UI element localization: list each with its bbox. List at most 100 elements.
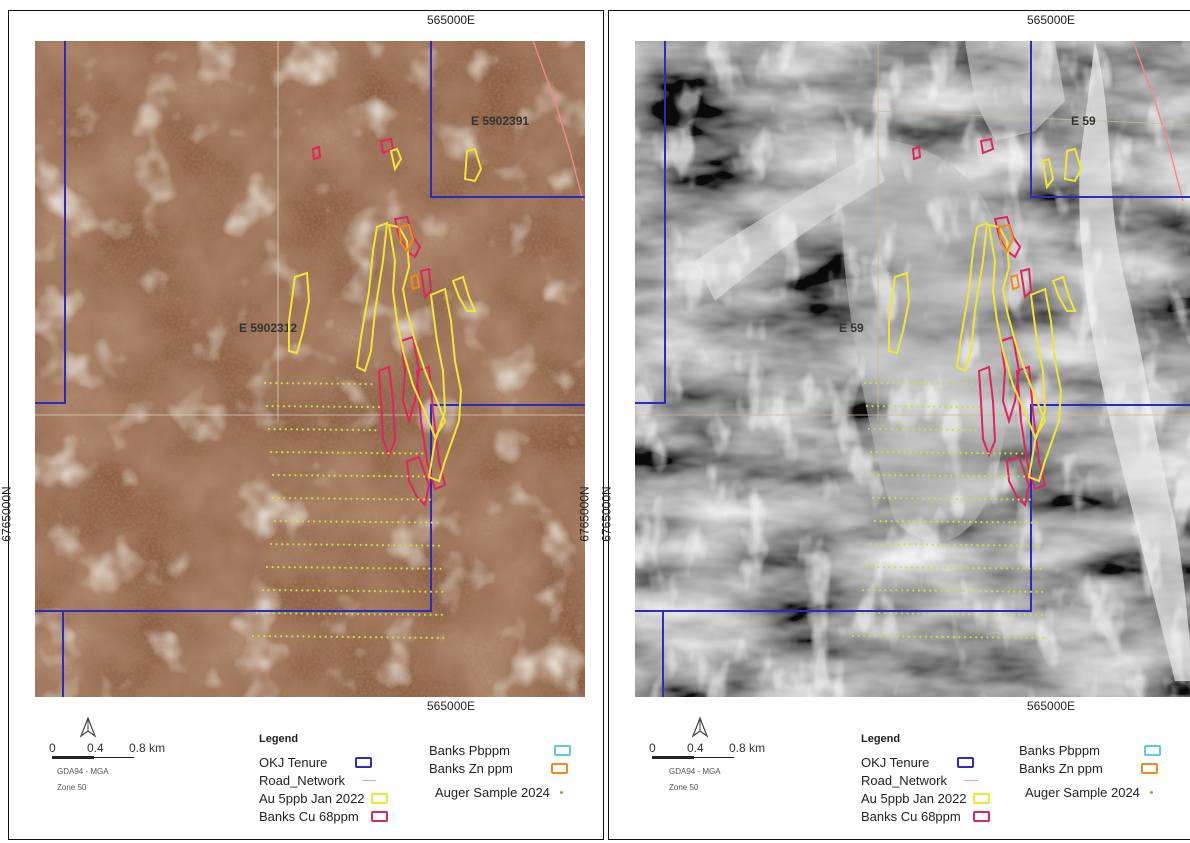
auger-sample-point (900, 612, 903, 615)
auger-sample-point (1021, 452, 1024, 455)
auger-sample-point (940, 428, 943, 431)
auger-sample-point (989, 567, 992, 570)
auger-sample-point (966, 405, 969, 409)
zn-anomaly-group (997, 223, 1021, 291)
auger-sample-point (981, 544, 985, 547)
auger-sample-point (305, 566, 308, 569)
zone-label: Zone 50 (669, 783, 699, 792)
auger-sample-point (931, 382, 934, 385)
auger-sample-point (274, 635, 277, 638)
auger-sample-point (873, 519, 877, 523)
auger-sample-point (288, 566, 291, 569)
auger-sample-point (359, 543, 362, 546)
auger-sample-point (980, 636, 983, 639)
auger-sample-point (312, 589, 315, 592)
auger-sample-point (317, 612, 320, 615)
auger-sample-point (355, 497, 359, 500)
auger-sample-point (867, 612, 870, 615)
auger-sample-point (987, 544, 990, 547)
legend-item-au: Au 5ppb Jan 2022 (861, 791, 990, 806)
auger-sample-point (972, 406, 975, 409)
auger-sample-point (996, 590, 999, 593)
auger-sample-point (435, 590, 438, 593)
auger-sample-point (320, 451, 323, 454)
auger-sample-point (967, 474, 970, 478)
auger-sample-point (307, 635, 311, 638)
auger-sample-point (413, 521, 417, 524)
auger-sample-point (890, 520, 893, 523)
auger-sample-point (857, 635, 860, 638)
auger-sample-point (1017, 498, 1020, 501)
auger-sample-point (344, 566, 347, 569)
scale-tick: 0.4 (687, 741, 704, 755)
auger-sample-point (878, 589, 881, 592)
easting-label-top: 565000E (1027, 13, 1076, 27)
auger-sample-point (963, 428, 966, 432)
auger-sample-point (327, 405, 330, 408)
au-polygon (987, 223, 1047, 440)
auger-sample-point (886, 543, 889, 546)
auger-sample-point (968, 428, 971, 432)
auger-sample-point (897, 543, 901, 546)
auger-sample-point (297, 451, 301, 454)
auger-sample-point (880, 382, 883, 385)
auger-sample-point (319, 635, 322, 638)
auger-sample-point (439, 567, 442, 570)
auger-sample-point (905, 497, 908, 500)
auger-sample-point (1004, 544, 1007, 547)
cu-polygon (979, 137, 995, 155)
auger-sample-point (945, 612, 948, 616)
auger-sample-point (955, 566, 958, 570)
auger-sample-point (921, 405, 925, 408)
auger-sample-point (288, 474, 291, 477)
cu-polygon (311, 145, 322, 161)
auger-sample-point (321, 566, 325, 569)
auger-sample-point (393, 452, 396, 455)
auger-sample-point (324, 520, 327, 523)
map-panel-satellite: 565000E (0, 10, 604, 840)
auger-sample-point (290, 428, 293, 431)
auger-sample-point (267, 427, 271, 431)
auger-sample-point (984, 613, 987, 616)
auger-sample-point (346, 428, 349, 431)
auger-sample-point (911, 474, 914, 477)
auger-sample-point (905, 566, 908, 569)
auger-sample-point (924, 520, 927, 523)
au-polygon (888, 271, 911, 355)
auger-sample-point (1006, 498, 1009, 501)
auger-sample-point (431, 636, 434, 639)
auger-sample-point (896, 520, 899, 523)
auger-sample-point (261, 588, 265, 592)
auger-sample-point (955, 474, 959, 477)
auger-sample-point (296, 520, 299, 523)
auger-sample-point (327, 566, 330, 569)
auger-sample-point (365, 543, 368, 547)
satellite-map[interactable]: E 5902391 E 5902312 (35, 41, 585, 697)
auger-sample-point (267, 612, 270, 615)
auger-sample-point (344, 474, 347, 477)
auger-sample-point (263, 635, 266, 638)
auger-sample-point (311, 474, 314, 477)
auger-sample-point (930, 635, 933, 638)
auger-sample-point (892, 451, 895, 454)
auger-sample-point (373, 590, 377, 593)
auger-sample-point (372, 497, 375, 501)
auger-sample-point (888, 566, 891, 569)
auger-sample-point (961, 405, 964, 409)
tenure-boundary (1030, 41, 1190, 198)
auger-sample-point (305, 474, 308, 477)
auger-sample-point (912, 428, 915, 431)
cu-polygon (399, 335, 421, 425)
auger-sample-point (387, 452, 390, 455)
auger-sample-point (899, 474, 903, 477)
magnetic-map[interactable]: E 59 E 59 (635, 41, 1190, 697)
auger-sample-point (430, 521, 433, 524)
auger-sample-point (1013, 521, 1017, 524)
grid-line (877, 110, 1190, 126)
auger-sample-point (355, 405, 358, 408)
cu-polygon (405, 455, 431, 508)
auger-sample-point (277, 566, 280, 569)
auger-sample-point (303, 543, 306, 546)
auger-sample-point (983, 475, 987, 478)
auger-sample-point (963, 520, 966, 523)
